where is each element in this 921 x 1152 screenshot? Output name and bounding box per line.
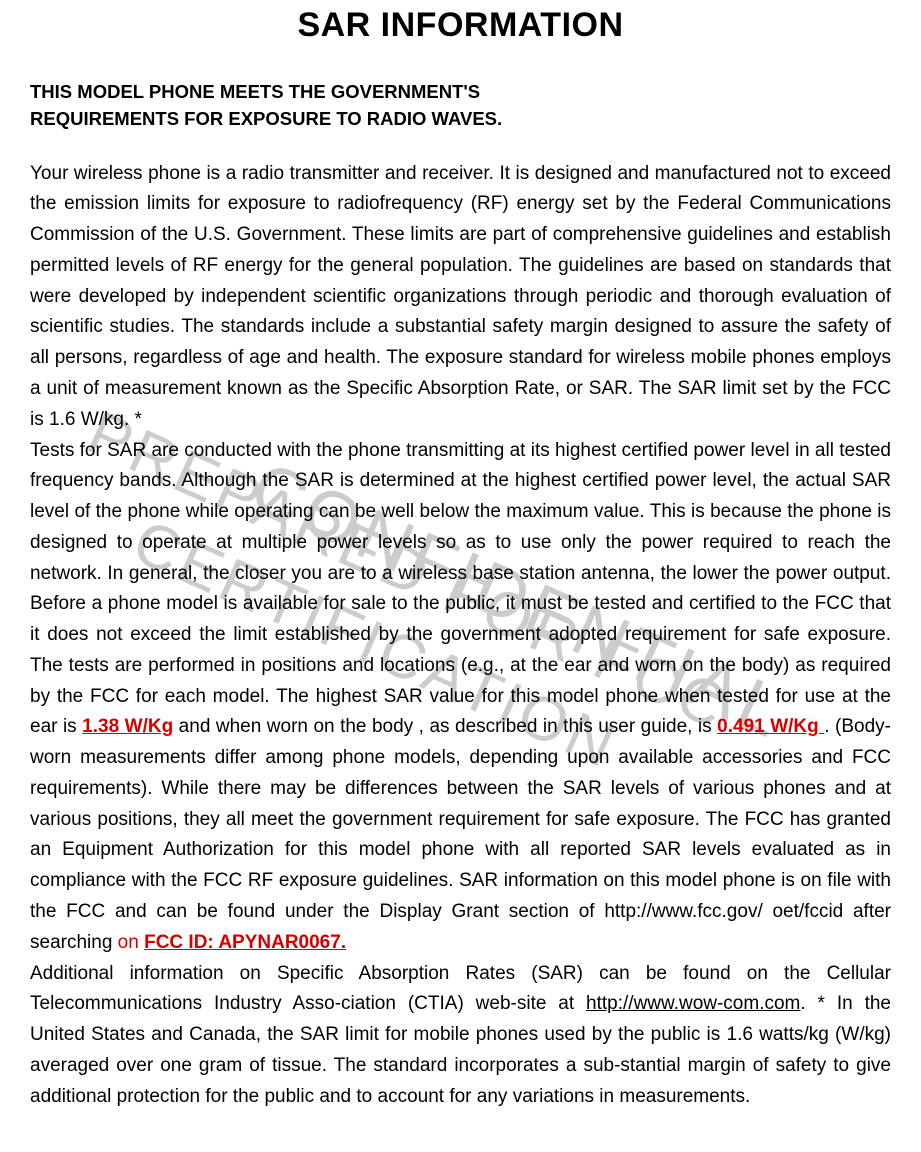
ctia-url: http://www.wow-com.com xyxy=(586,993,800,1014)
body-text: Your wireless phone is a radio transmitt… xyxy=(30,159,891,1113)
sar-value-ear: 1.38 W/Kg xyxy=(82,716,173,737)
fcc-id: FCC ID: APYNAR0067. xyxy=(144,932,346,953)
paragraph-2a: Tests for SAR are conducted with the pho… xyxy=(30,440,891,738)
document-page: PREPARED FOR FCC CERTIFICATION CONFIDENT… xyxy=(0,0,921,1152)
sar-value-body: 0.491 W/Kg xyxy=(717,716,824,737)
page-title: SAR INFORMATION xyxy=(30,6,891,45)
subheading-line-1: THIS MODEL PHONE MEETS THE GOVERNMENT'S xyxy=(30,81,480,102)
paragraph-2b: and when worn on the body , as described… xyxy=(173,716,717,737)
subheading-line-2: REQUIREMENTS FOR EXPOSURE TO RADIO WAVES… xyxy=(30,108,502,129)
on-word: on xyxy=(118,932,139,953)
subheading: THIS MODEL PHONE MEETS THE GOVERNMENT'S … xyxy=(30,79,891,133)
document-content: SAR INFORMATION THIS MODEL PHONE MEETS T… xyxy=(30,6,891,1112)
paragraph-2c: . (Body-worn measurements differ among p… xyxy=(30,716,891,952)
paragraph-1: Your wireless phone is a radio transmitt… xyxy=(30,163,891,430)
